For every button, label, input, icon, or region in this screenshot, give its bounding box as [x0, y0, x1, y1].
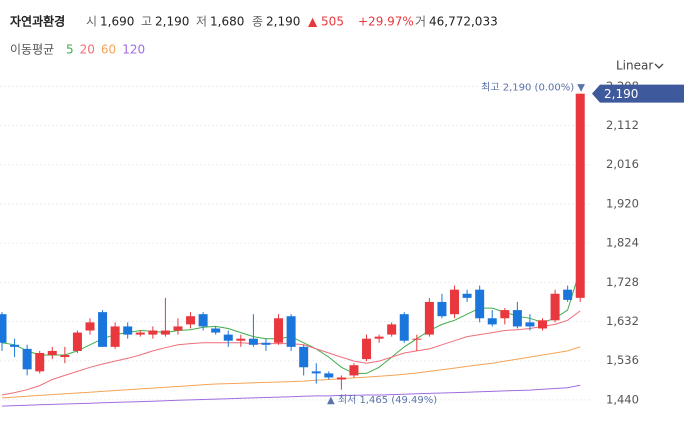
candle-body [424, 301, 434, 335]
change-pct: +29.97% [358, 15, 414, 29]
open-value: 1,690 [100, 15, 134, 29]
candle-body [475, 289, 485, 319]
candle-body [412, 338, 422, 340]
candle-body [274, 318, 284, 343]
candle-body [299, 346, 309, 368]
volume-value: 46,772,033 [429, 15, 498, 29]
candle-body [374, 336, 384, 339]
candle-body [324, 373, 334, 378]
candle-body [538, 320, 548, 329]
candle-body [160, 330, 170, 335]
candle-body [500, 310, 510, 319]
candle-body [0, 314, 7, 343]
candle-body [362, 338, 372, 360]
y-tick-label: 1,920 [606, 196, 639, 210]
y-tick-label: 1,440 [606, 392, 639, 406]
last-price-box [592, 84, 684, 103]
candle-body [123, 326, 133, 335]
low-label: 저 [196, 15, 207, 29]
close-label: 종 [252, 15, 263, 29]
y-tick-label: 2,016 [606, 157, 639, 171]
candle-body [575, 93, 585, 298]
candle-body [85, 322, 95, 331]
candle-body [248, 338, 258, 345]
candle-body [550, 293, 560, 321]
ma-line [1, 346, 581, 399]
scale-menu[interactable]: Linear [616, 59, 664, 73]
candle-body [60, 355, 70, 358]
high-label: 고 [141, 15, 152, 29]
y-tick-label: 1,536 [606, 353, 639, 367]
high-value: 2,190 [155, 15, 189, 29]
legend-entry: 120 [122, 43, 145, 57]
ma-line [1, 384, 581, 407]
legend-entry: 5 [66, 43, 74, 57]
y-tick-label: 1,728 [606, 275, 639, 289]
candle-body [198, 314, 208, 327]
candle-body [261, 342, 271, 345]
y-tick-label: 1,824 [606, 236, 639, 250]
candle-body [10, 344, 20, 347]
candle-body [148, 330, 158, 335]
low-value: 1,680 [210, 15, 244, 29]
candle-body [98, 312, 108, 347]
stock-name: 자연과환경 [10, 14, 65, 29]
scale-menu-label[interactable]: Linear [616, 59, 653, 73]
candle-body [236, 338, 246, 341]
close-value: 2,190 [266, 15, 300, 29]
candle-body [563, 289, 573, 300]
volume-label: 거 [415, 15, 426, 29]
legend-entry: 60 [101, 43, 116, 57]
candle-body [525, 322, 535, 327]
high-annotation: 최고 2,190 (0.00%) ▼ [481, 82, 585, 94]
last-price-label: 2,190 [604, 87, 638, 101]
candle-body [135, 332, 145, 335]
y-tick-label: 1,632 [606, 314, 639, 328]
legend-title: 이동평균 [10, 43, 54, 57]
candle-body [72, 332, 82, 351]
candle-body [35, 352, 45, 372]
candle-body [387, 324, 397, 335]
y-tick-label: 2,112 [606, 118, 639, 132]
candle-body [336, 377, 346, 380]
candle-body [110, 326, 120, 347]
candle-body [487, 318, 497, 325]
candle-body [512, 310, 522, 327]
candle-body [47, 350, 57, 356]
open-label: 시 [86, 15, 97, 29]
chevron[interactable] [654, 63, 664, 69]
candle-body [462, 293, 472, 298]
candle-body [211, 328, 221, 333]
candle-body [186, 316, 196, 325]
change: ▲ 505 [308, 15, 344, 29]
candle-body [349, 365, 359, 376]
candle-body [22, 348, 32, 370]
low-annotation: ▲ 최저 1,465 (49.49%) [327, 394, 437, 406]
candle-body [173, 326, 183, 331]
candle-body [311, 371, 321, 374]
candle-body [450, 289, 460, 315]
candle-body [437, 301, 447, 317]
candle-body [286, 316, 296, 347]
candle-body [223, 334, 233, 341]
candle-body [399, 314, 409, 341]
legend-entry: 20 [80, 43, 95, 57]
